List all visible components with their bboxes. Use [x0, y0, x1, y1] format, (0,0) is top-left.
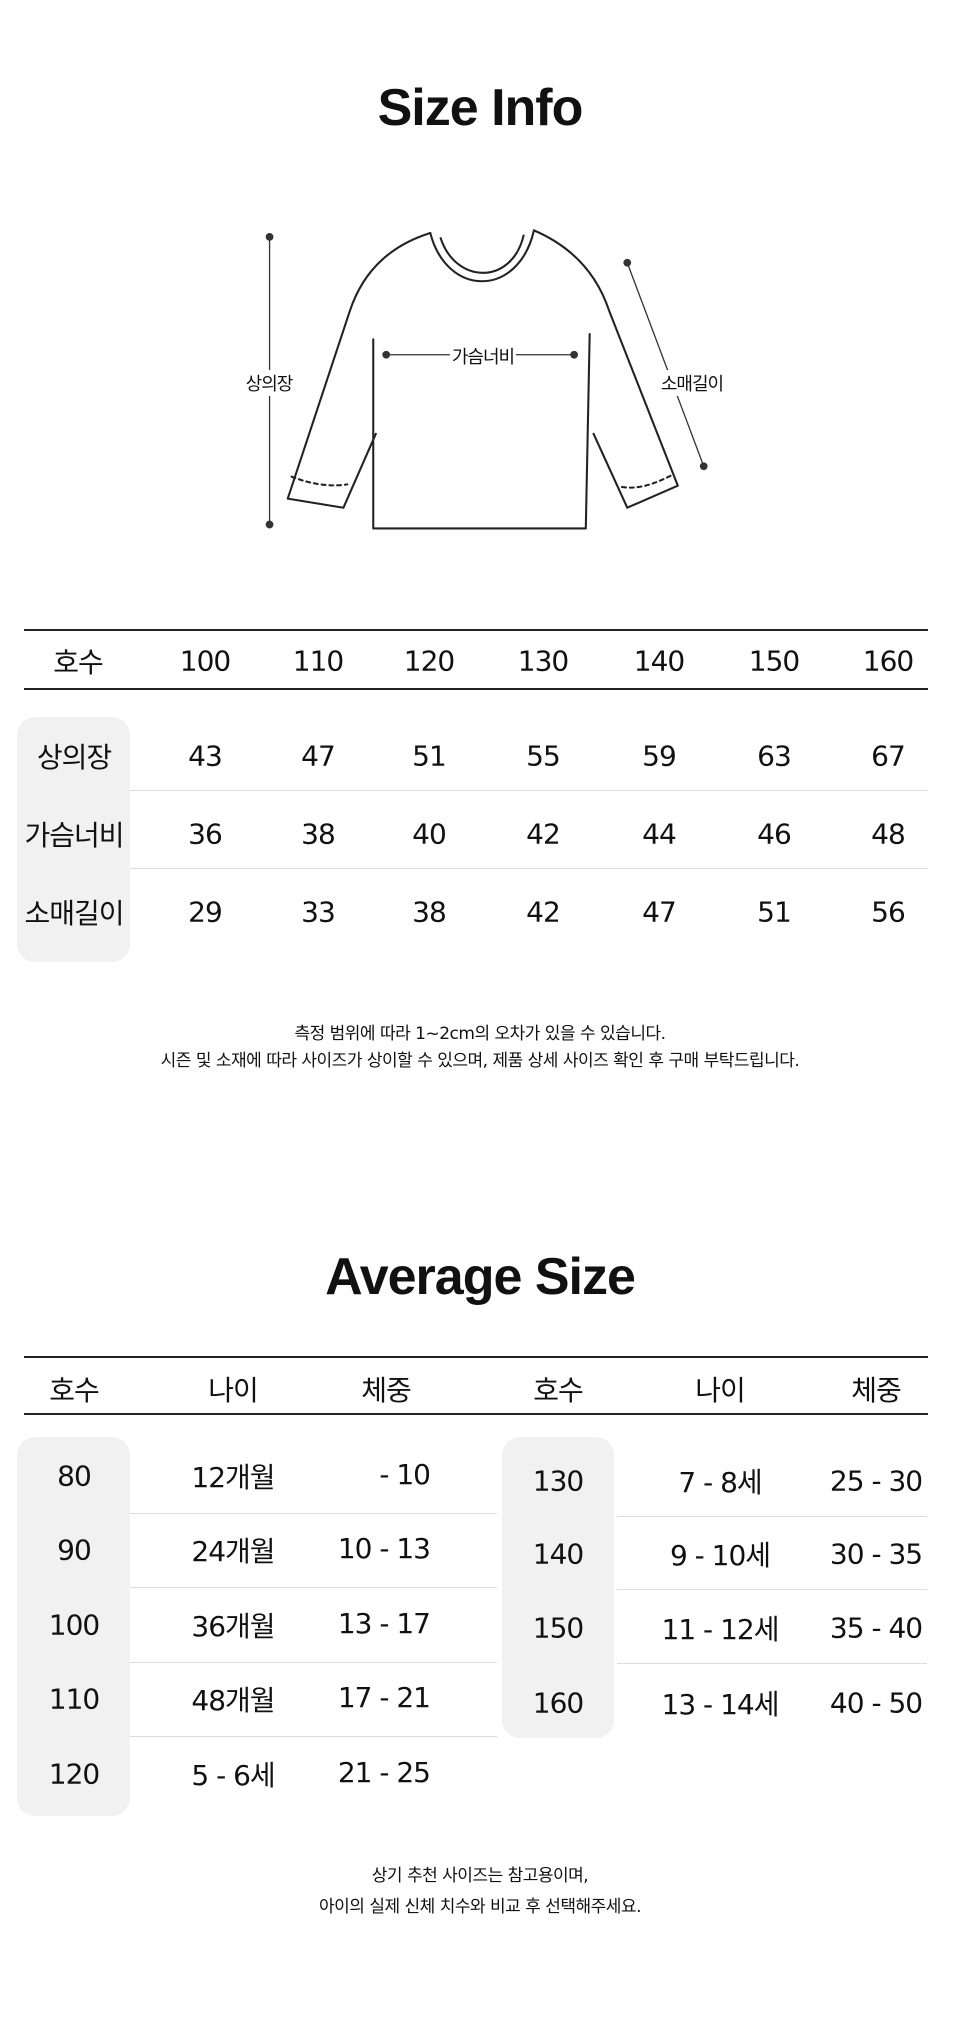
- row-label: 가슴너비: [24, 819, 124, 852]
- age-cell: 5 - 6세: [191, 1759, 275, 1792]
- table-cell: 40: [412, 817, 447, 851]
- size-cell: 150: [532, 1611, 584, 1645]
- header-cell: 체중: [361, 1374, 412, 1407]
- row-divider: [130, 1662, 497, 1663]
- table-cell: 44: [642, 817, 677, 851]
- header-cell: 130: [517, 644, 569, 678]
- age-cell: 7 - 8세: [678, 1466, 762, 1499]
- header-cell: 110: [292, 644, 344, 678]
- row-divider: [617, 1516, 927, 1517]
- header-cell: 나이: [695, 1374, 746, 1407]
- weight-cell: 13 - 17: [337, 1607, 431, 1640]
- age-cell: 12개월: [191, 1461, 275, 1494]
- row-label: 소매길이: [24, 897, 124, 930]
- header-cell: 호수: [49, 1374, 100, 1407]
- size-cell: 90: [57, 1533, 92, 1567]
- age-cell: 36개월: [191, 1610, 275, 1643]
- header-cell: 호수: [533, 1374, 584, 1407]
- shirt-outline: [286, 229, 679, 530]
- table-cell: 47: [301, 739, 336, 773]
- size-cell: 130: [532, 1464, 584, 1498]
- table-header-line: [24, 688, 928, 690]
- weight-cell: 10 - 13: [337, 1532, 431, 1565]
- avg-note-2: 아이의 실제 신체 치수와 비교 후 선택해주세요.: [319, 1897, 642, 1917]
- label-sleeve: 소매길이: [658, 370, 726, 396]
- size-note-1: 측정 범위에 따라 1~2cm의 오차가 있을 수 있습니다.: [294, 1024, 666, 1044]
- header-cell: 체중: [851, 1374, 902, 1407]
- table-cell: 36: [188, 817, 223, 851]
- header-cell: 150: [748, 644, 800, 678]
- table-cell: 67: [871, 739, 906, 773]
- size-info-title: Size Info: [377, 79, 584, 137]
- size-cell: 160: [532, 1686, 584, 1720]
- size-cell: 140: [532, 1537, 584, 1571]
- row-label-bg: [17, 717, 130, 962]
- age-cell: 24개월: [191, 1535, 275, 1568]
- table-cell: 29: [188, 895, 223, 929]
- table-cell: 51: [412, 739, 447, 773]
- age-cell: 9 - 10세: [669, 1539, 771, 1572]
- table-cell: 33: [301, 895, 336, 929]
- row-divider: [130, 868, 928, 869]
- row-divider: [130, 1587, 497, 1588]
- header-cell: 100: [179, 644, 231, 678]
- header-cell: 140: [633, 644, 685, 678]
- header-cell: 160: [862, 644, 914, 678]
- table-cell: 51: [757, 895, 792, 929]
- table-cell: 56: [871, 895, 906, 929]
- weight-cell: 30 - 35: [829, 1537, 923, 1571]
- size-cell: 110: [48, 1682, 100, 1716]
- weight-cell: 17 - 21: [337, 1681, 431, 1714]
- table-cell: 43: [188, 739, 223, 773]
- row-divider: [130, 790, 928, 791]
- collar: [429, 229, 535, 283]
- age-cell: 13 - 14세: [661, 1688, 780, 1721]
- table-top-line: [24, 629, 928, 631]
- size-cell: 100: [48, 1608, 100, 1642]
- row-label: 상의장: [36, 741, 112, 774]
- table-cell: 63: [757, 739, 792, 773]
- row-divider: [617, 1663, 927, 1664]
- table-cell: 42: [526, 817, 561, 851]
- table-cell: 38: [301, 817, 336, 851]
- age-cell: 11 - 12세: [661, 1613, 780, 1646]
- table-cell: 46: [757, 817, 792, 851]
- label-chest: 가슴너비: [449, 343, 517, 369]
- header-cell: 호수: [53, 646, 104, 679]
- weight-cell: 21 - 25: [337, 1756, 431, 1789]
- row-divider: [617, 1589, 927, 1590]
- header-cell: 120: [403, 644, 455, 678]
- table-cell: 48: [871, 817, 906, 851]
- table-cell: 38: [412, 895, 447, 929]
- size-cell: 120: [48, 1757, 100, 1791]
- label-length: 상의장: [243, 370, 295, 396]
- header-cell: 나이: [208, 1374, 259, 1407]
- size-cell: 80: [57, 1459, 92, 1493]
- weight-cell: 35 - 40: [829, 1611, 923, 1645]
- avg-note-1: 상기 추천 사이즈는 참고용이며,: [371, 1866, 589, 1886]
- table-cell: 42: [526, 895, 561, 929]
- table-header-line: [24, 1413, 928, 1415]
- left-size-bg: [17, 1437, 130, 1816]
- table-cell: 47: [642, 895, 677, 929]
- table-cell: 59: [642, 739, 677, 773]
- size-note-2: 시즌 및 소재에 따라 사이즈가 상이할 수 있으며, 제품 상세 사이즈 확인…: [160, 1051, 800, 1071]
- age-cell: 48개월: [191, 1684, 275, 1717]
- weight-cell: 25 - 30: [829, 1464, 923, 1498]
- row-divider: [130, 1513, 497, 1514]
- average-size-title: Average Size: [325, 1248, 636, 1306]
- weight-cell: - 10: [379, 1458, 431, 1491]
- row-divider: [130, 1736, 497, 1737]
- weight-cell: 40 - 50: [829, 1686, 923, 1720]
- table-top-line: [24, 1356, 928, 1358]
- right-size-bg: [502, 1437, 614, 1738]
- table-cell: 55: [526, 739, 561, 773]
